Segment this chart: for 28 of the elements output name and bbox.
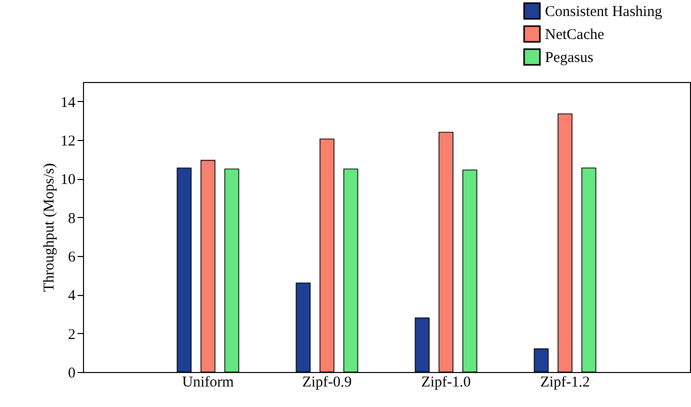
bar [296, 282, 311, 372]
bar [414, 317, 430, 372]
bar [581, 168, 596, 372]
x-tick-label: Uniform [182, 374, 234, 390]
y-tick-label: 2 [68, 326, 76, 343]
legend-label: Consistent Hashing [545, 4, 663, 20]
y-tick-label: 10 [60, 172, 76, 188]
x-tick-label: Zipf-1.2 [540, 374, 590, 390]
y-axis-title: Throughput (Mops/s) [42, 163, 58, 292]
bar [462, 170, 478, 372]
y-tick-label: 12 [60, 134, 76, 150]
y-tick-label: 8 [68, 210, 76, 227]
x-tick-label: Zipf-1.0 [421, 374, 471, 390]
y-tick-label: 14 [60, 94, 76, 111]
bar [200, 160, 216, 372]
bar [534, 348, 549, 372]
y-tick-label: 0 [68, 366, 76, 382]
legend-label: Pegasus [545, 50, 594, 66]
bar [224, 168, 240, 372]
y-tick-label: 6 [68, 250, 76, 266]
x-tick-label: Zipf-0.9 [302, 374, 352, 390]
bar [176, 168, 192, 372]
bar [343, 168, 358, 372]
bar [320, 138, 334, 372]
bar [438, 132, 454, 372]
bar [558, 114, 572, 372]
y-tick-label: 4 [68, 288, 76, 304]
legend-label: NetCache [545, 27, 604, 43]
